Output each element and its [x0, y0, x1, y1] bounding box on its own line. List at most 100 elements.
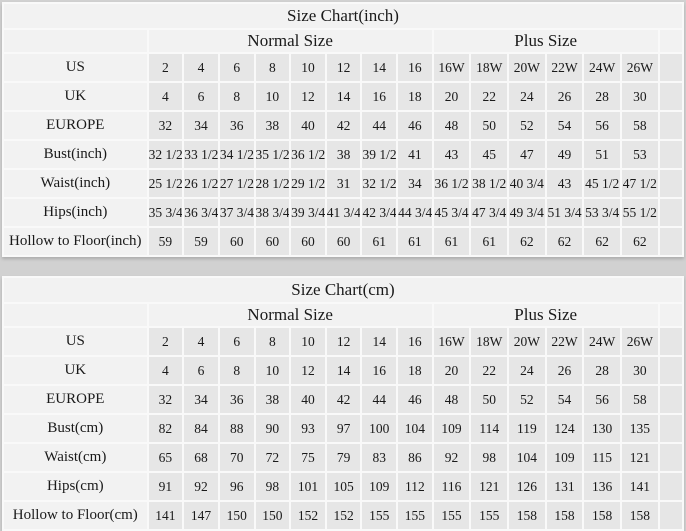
size-value-cell: 158 [544, 500, 585, 531]
size-value-cell: 36 [217, 110, 256, 141]
size-value-cell: 59 [146, 226, 185, 257]
size-value-cell: 18W [469, 326, 510, 357]
size-value-cell: 16 [396, 326, 434, 357]
size-value-cell: 98 [253, 471, 292, 502]
size-value-cell: 54 [544, 110, 585, 141]
size-value-cell: 14 [324, 81, 363, 112]
row-label: Bust(cm) [2, 413, 149, 444]
size-value-cell: 53 3/4 [582, 197, 622, 228]
table-row: Hollow to Floor(inch) 59 59 60 60 60 60 61 61 61 6… [2, 226, 685, 257]
column-group-label: Normal Size [146, 302, 434, 328]
size-value-cell: 61 [360, 226, 399, 257]
table-row: Waist(cm) 65 68 70 72 75 79 83 86 92 98 104 109 115 12… [2, 442, 685, 473]
size-value-cell: 22 [469, 355, 510, 386]
size-value-cell: 36 [217, 384, 256, 415]
size-value-cell: 42 3/4 [360, 197, 399, 228]
size-value-cell: 75 [289, 442, 327, 473]
size-value-cell: 32 1/2 [146, 139, 185, 170]
size-value-cell: 158 [582, 500, 622, 531]
size-value-cell: 109 [431, 413, 472, 444]
size-value-cell: 36 3/4 [182, 197, 220, 228]
size-value-cell: 8 [253, 52, 292, 83]
size-value-cell: 4 [182, 52, 220, 83]
size-value-cell: 40 [289, 110, 327, 141]
size-value-cell: 12 [289, 81, 327, 112]
size-value-cell: 34 [396, 168, 434, 199]
size-value-cell: 61 [431, 226, 472, 257]
size-value-cell: 90 [253, 413, 292, 444]
size-value-cell: 54 [544, 384, 585, 415]
size-value-cell: 6 [182, 81, 220, 112]
size-value-cell: 96 [217, 471, 256, 502]
size-value-cell: 61 [396, 226, 434, 257]
size-value-cell: 33 1/2 [182, 139, 220, 170]
size-value-cell: 147 [182, 500, 220, 531]
table-row: Bust(inch) 32 1/2 33 1/2 34 1/2 35 1/2 36 1/2… [2, 139, 685, 170]
size-value-cell: 88 [217, 413, 256, 444]
corner-cell [2, 28, 149, 54]
size-value-cell: 56 [582, 110, 622, 141]
size-value-cell: 8 [217, 355, 256, 386]
size-value-cell: 12 [324, 52, 363, 83]
column-group-label: Normal Size [146, 28, 434, 54]
size-value-cell: 24 [507, 81, 547, 112]
size-value-cell: 105 [324, 471, 363, 502]
size-value-cell: 18 [396, 355, 434, 386]
trailing-cell [657, 413, 685, 444]
size-value-cell: 32 1/2 [360, 168, 399, 199]
size-value-cell: 28 [582, 81, 622, 112]
size-value-cell: 42 [324, 384, 363, 415]
row-label: Hollow to Floor(inch) [2, 226, 149, 257]
size-value-cell: 121 [620, 442, 660, 473]
size-value-cell: 155 [431, 500, 472, 531]
size-value-cell: 49 3/4 [507, 197, 547, 228]
size-value-cell: 47 3/4 [469, 197, 510, 228]
size-value-cell: 51 [582, 139, 622, 170]
header-trailing-cell [657, 302, 685, 328]
size-value-cell: 31 [324, 168, 363, 199]
table-row: EUROPE 32 34 36 38 40 42 44 46 48 50 52 54 56 58 [2, 110, 685, 141]
size-value-cell: 46 [396, 384, 434, 415]
size-value-cell: 8 [217, 81, 256, 112]
size-value-cell: 60 [289, 226, 327, 257]
trailing-cell [657, 139, 685, 170]
size-value-cell: 25 1/2 [146, 168, 185, 199]
size-value-cell: 112 [396, 471, 434, 502]
size-value-cell: 39 3/4 [289, 197, 327, 228]
size-value-cell: 35 3/4 [146, 197, 185, 228]
trailing-cell [657, 471, 685, 502]
size-value-cell: 141 [620, 471, 660, 502]
table-row: UK 4 6 8 10 12 14 16 18 20 22 24 26 28 30 [2, 81, 685, 112]
row-label: EUROPE [2, 110, 149, 141]
size-value-cell: 43 [544, 168, 585, 199]
size-value-cell: 150 [253, 500, 292, 531]
size-value-cell: 60 [253, 226, 292, 257]
size-value-cell: 109 [544, 442, 585, 473]
trailing-cell [657, 168, 685, 199]
size-value-cell: 22W [544, 52, 585, 83]
size-value-cell: 93 [289, 413, 327, 444]
size-value-cell: 155 [396, 500, 434, 531]
size-value-cell: 34 1/2 [217, 139, 256, 170]
size-table: Size Chart(inch) Normal Size Plus Size US 2 4… [2, 2, 685, 257]
size-chart-cm: Size Chart(cm) Normal Size Plus Size US 2 4 6 8… [2, 276, 685, 531]
header-trailing-cell [657, 28, 685, 54]
size-value-cell: 48 [431, 110, 472, 141]
size-value-cell: 32 [146, 384, 185, 415]
row-label: UK [2, 81, 149, 112]
size-value-cell: 16 [360, 81, 399, 112]
column-group-label: Plus Size [431, 302, 660, 328]
size-value-cell: 36 1/2 [431, 168, 472, 199]
size-value-cell: 46 [396, 110, 434, 141]
size-value-cell: 158 [620, 500, 660, 531]
trailing-cell [657, 197, 685, 228]
table-row: Waist(inch) 25 1/2 26 1/2 27 1/2 28 1/2 29 1/… [2, 168, 685, 199]
row-label: UK [2, 355, 149, 386]
size-value-cell: 60 [217, 226, 256, 257]
size-value-cell: 48 [431, 384, 472, 415]
size-value-cell: 10 [253, 355, 292, 386]
size-value-cell: 26W [620, 52, 660, 83]
row-label: Hips(cm) [2, 471, 149, 502]
size-value-cell: 65 [146, 442, 185, 473]
size-chart-inch: Size Chart(inch) Normal Size Plus Size US 2 4… [2, 2, 685, 257]
